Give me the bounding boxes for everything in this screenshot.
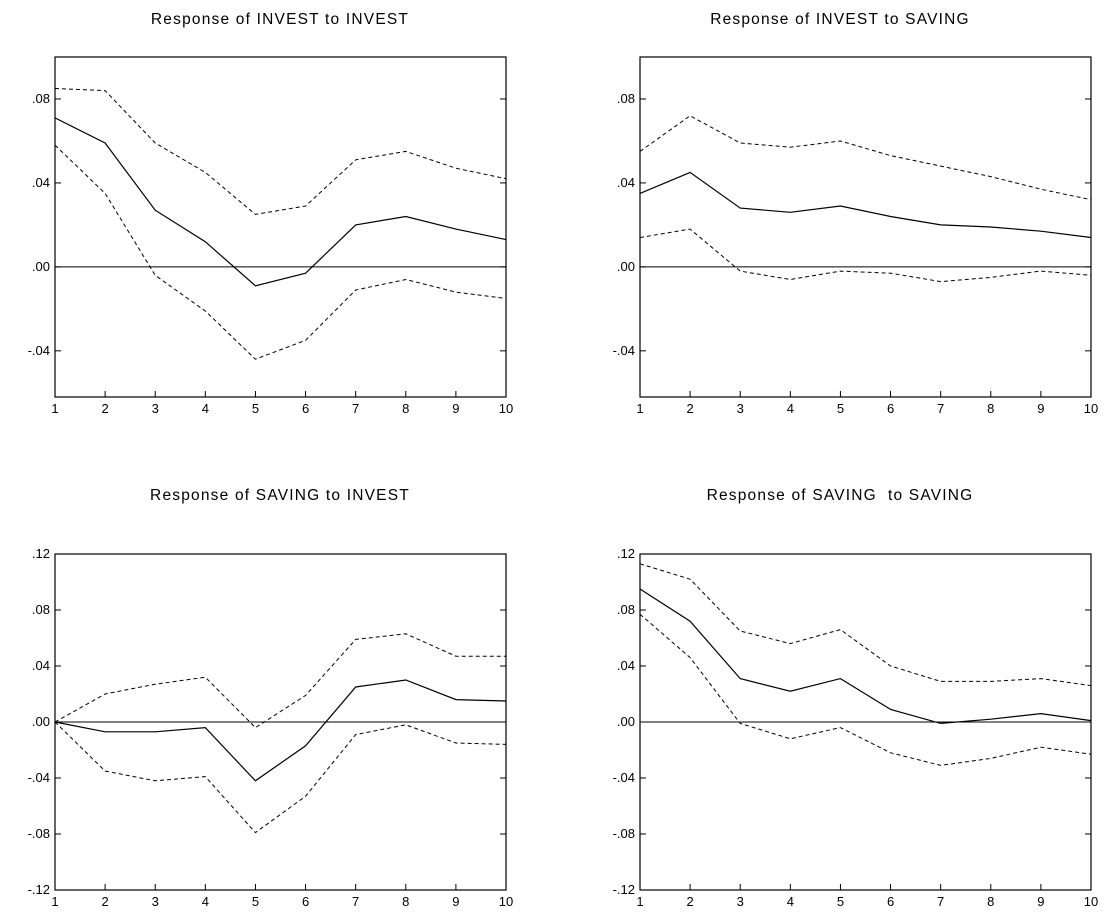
x-tick-label: 8	[987, 401, 994, 416]
x-tick-label: 1	[51, 401, 58, 416]
y-tick-label: -.04	[28, 343, 50, 358]
x-tick-label: 5	[252, 401, 259, 416]
x-tick-label: 9	[1037, 401, 1044, 416]
y-tick-label: .04	[32, 658, 50, 673]
y-tick-label: -.04	[613, 343, 635, 358]
confidence-upper-line	[639, 563, 1092, 687]
x-tick-label: 6	[302, 894, 309, 909]
y-tick-label: -.12	[28, 882, 50, 897]
x-tick-label: 2	[686, 894, 693, 909]
x-tick-label: 2	[686, 401, 693, 416]
confidence-lower-line	[54, 721, 507, 834]
y-tick-label: .00	[32, 714, 50, 729]
x-tick-label: 5	[837, 894, 844, 909]
panel-invest-to-saving: Response of INVEST to SAVING 1 2 3 4 5 6 7 8 9 10…	[613, 11, 1099, 416]
x-tick-label: 3	[152, 894, 159, 909]
x-tick-label: 8	[987, 894, 994, 909]
y-tick-label: .00	[617, 259, 635, 274]
x-tick-label: 9	[1037, 894, 1044, 909]
series-lines	[639, 563, 1092, 766]
y-tick-label: .12	[617, 546, 635, 561]
panel-saving-to-saving: Response of SAVING to SAVING 1 2 3 4 5 6 7 8 9 10…	[613, 487, 1099, 909]
panel-saving-to-invest: Response of SAVING to INVEST 1 2 3 4 5 6 7 8 9 10…	[28, 487, 514, 909]
x-tick-label: 2	[101, 401, 108, 416]
plot-frame	[54, 56, 507, 398]
y-tick-label: -.04	[613, 770, 635, 785]
irf-response-line	[639, 588, 1092, 725]
x-tick-label: 1	[636, 894, 643, 909]
x-tick-label: 3	[737, 894, 744, 909]
x-tick-label: 5	[837, 401, 844, 416]
y-tick-label: -.04	[28, 770, 50, 785]
irf-response-line	[54, 117, 507, 287]
confidence-lower-line	[639, 613, 1092, 766]
x-tick-label: 1	[636, 401, 643, 416]
x-tick-label: 10	[1084, 401, 1098, 416]
x-tick-label: 6	[887, 894, 894, 909]
y-tick-label: .12	[32, 546, 50, 561]
x-tick-label: 4	[202, 894, 209, 909]
y-tick-label: .04	[617, 658, 635, 673]
plot-frame	[639, 56, 1092, 398]
axis-ticks: 1 2 3 4 5 6 7 8 9 10 -.12 -.08 -.04 .00 .04 .08 .12	[613, 546, 1099, 909]
x-tick-label: 10	[1084, 894, 1098, 909]
x-tick-label: 9	[452, 401, 459, 416]
x-tick-label: 7	[352, 401, 359, 416]
x-tick-label: 7	[352, 894, 359, 909]
x-tick-label: 4	[787, 401, 794, 416]
x-tick-label: 3	[152, 401, 159, 416]
x-tick-label: 4	[202, 401, 209, 416]
x-tick-label: 7	[937, 894, 944, 909]
panel-invest-to-invest: Response of INVEST to INVEST 1 2 3 4 5 6 7 8 9 10…	[28, 11, 514, 416]
y-tick-label: .08	[32, 602, 50, 617]
confidence-upper-line	[639, 115, 1092, 201]
irf-response-line	[639, 171, 1092, 239]
x-tick-label: 10	[499, 401, 513, 416]
confidence-lower-line	[639, 228, 1092, 283]
x-tick-label: 4	[787, 894, 794, 909]
y-tick-label: -.12	[613, 882, 635, 897]
confidence-upper-line	[54, 88, 507, 215]
y-tick-label: -.08	[613, 826, 635, 841]
axis-ticks: 1 2 3 4 5 6 7 8 9 10 -.04 .00 .04 .08	[613, 91, 1099, 416]
y-tick-label: .04	[617, 175, 635, 190]
y-tick-label: -.08	[28, 826, 50, 841]
irf-response-line	[54, 679, 507, 782]
panel-title: Response of SAVING to SAVING	[707, 487, 974, 504]
panel-title: Response of INVEST to INVEST	[151, 11, 409, 28]
x-tick-label: 3	[737, 401, 744, 416]
y-tick-label: .08	[32, 91, 50, 106]
series-lines	[54, 88, 507, 360]
series-lines	[639, 115, 1092, 283]
x-tick-label: 9	[452, 894, 459, 909]
y-tick-label: .08	[617, 91, 635, 106]
confidence-lower-line	[54, 144, 507, 360]
x-tick-label: 5	[252, 894, 259, 909]
x-tick-label: 8	[402, 894, 409, 909]
x-tick-label: 10	[499, 894, 513, 909]
axis-ticks: 1 2 3 4 5 6 7 8 9 10 -.04 .00 .04 .08	[28, 91, 514, 416]
series-lines	[54, 633, 507, 834]
x-tick-label: 7	[937, 401, 944, 416]
y-tick-label: .04	[32, 175, 50, 190]
axis-ticks: 1 2 3 4 5 6 7 8 9 10 -.12 -.08 -.04 .00 .04 .08 .12	[28, 546, 514, 909]
panel-title: Response of INVEST to SAVING	[710, 11, 970, 28]
x-tick-label: 6	[887, 401, 894, 416]
x-tick-label: 8	[402, 401, 409, 416]
panel-title: Response of SAVING to INVEST	[150, 487, 410, 504]
y-tick-label: .00	[32, 259, 50, 274]
x-tick-label: 2	[101, 894, 108, 909]
y-tick-label: .08	[617, 602, 635, 617]
x-tick-label: 6	[302, 401, 309, 416]
confidence-upper-line	[54, 633, 506, 729]
x-tick-label: 1	[51, 894, 58, 909]
y-tick-label: .00	[617, 714, 635, 729]
